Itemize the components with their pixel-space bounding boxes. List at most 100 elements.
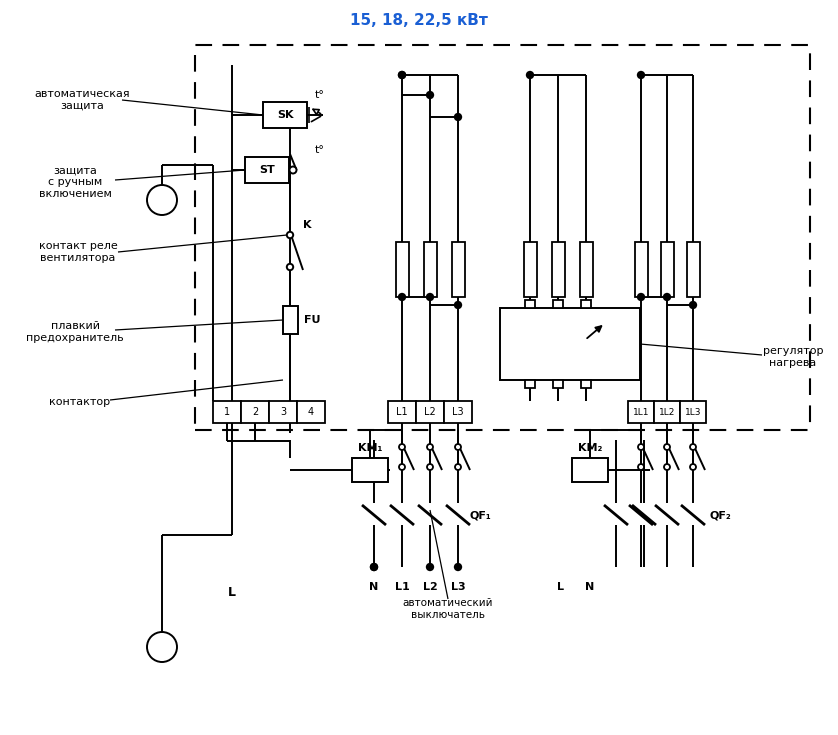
Text: 4: 4 — [308, 407, 314, 417]
Circle shape — [638, 464, 644, 470]
Bar — [213, 401, 241, 423]
Circle shape — [664, 444, 670, 450]
Circle shape — [664, 464, 670, 470]
Text: 3: 3 — [280, 407, 286, 417]
Text: автоматическая
защита: автоматическая защита — [34, 89, 130, 111]
Text: L3: L3 — [453, 407, 463, 417]
Text: автоматический
выключатель: автоматический выключатель — [403, 598, 494, 620]
Bar — [241, 401, 269, 423]
Circle shape — [638, 444, 644, 450]
Circle shape — [527, 72, 533, 78]
Bar — [551, 242, 565, 297]
Circle shape — [427, 92, 433, 98]
Circle shape — [664, 294, 670, 300]
Bar — [263, 102, 307, 128]
Bar — [297, 401, 325, 423]
Text: 1L2: 1L2 — [659, 407, 675, 417]
Circle shape — [147, 185, 177, 215]
Bar — [680, 401, 706, 423]
Circle shape — [427, 564, 433, 570]
Circle shape — [399, 444, 405, 450]
Bar — [524, 242, 536, 297]
Circle shape — [370, 564, 377, 570]
Bar — [282, 306, 297, 334]
Circle shape — [370, 564, 377, 570]
Text: защита
с ручным
включением: защита с ручным включением — [39, 165, 111, 198]
Text: FU: FU — [303, 315, 320, 325]
Text: 1L1: 1L1 — [633, 407, 649, 417]
Bar — [396, 242, 408, 297]
Bar — [628, 401, 654, 423]
Bar — [269, 401, 297, 423]
Circle shape — [690, 444, 696, 450]
Circle shape — [690, 302, 696, 308]
Bar — [525, 300, 535, 308]
Bar — [195, 45, 810, 430]
Text: SK: SK — [277, 110, 293, 120]
Text: L: L — [556, 582, 563, 592]
Circle shape — [427, 294, 433, 300]
Bar — [352, 458, 388, 482]
Bar — [553, 380, 563, 388]
Bar — [388, 401, 416, 423]
Text: плавкий
предохранитель: плавкий предохранитель — [26, 321, 124, 343]
Text: L1: L1 — [396, 407, 408, 417]
Text: t°: t° — [315, 90, 325, 100]
Bar — [245, 157, 289, 183]
Text: QF₂: QF₂ — [709, 510, 731, 520]
Bar — [686, 242, 700, 297]
Bar — [581, 380, 591, 388]
Bar — [581, 300, 591, 308]
Text: L2: L2 — [424, 407, 436, 417]
Text: N: N — [370, 582, 379, 592]
Bar — [423, 242, 437, 297]
Bar — [572, 458, 608, 482]
Bar — [580, 242, 592, 297]
Circle shape — [147, 632, 177, 662]
Text: KM₂: KM₂ — [578, 443, 603, 453]
Circle shape — [638, 72, 644, 78]
Circle shape — [427, 464, 433, 470]
Circle shape — [455, 464, 461, 470]
Circle shape — [427, 444, 433, 450]
Text: регулятор
нагрева: регулятор нагрева — [763, 346, 823, 368]
Bar — [452, 242, 464, 297]
Text: KM₁: KM₁ — [358, 443, 382, 453]
Bar — [416, 401, 444, 423]
Text: ST: ST — [259, 165, 275, 175]
Text: контакт реле
вентилятора: контакт реле вентилятора — [39, 241, 117, 263]
Text: t°: t° — [315, 145, 325, 155]
Text: L: L — [228, 586, 236, 598]
Circle shape — [399, 294, 406, 300]
Circle shape — [638, 294, 644, 300]
Bar — [553, 300, 563, 308]
Text: 15, 18, 22,5 кВт: 15, 18, 22,5 кВт — [350, 12, 488, 27]
Bar — [525, 380, 535, 388]
Text: K: K — [303, 220, 311, 230]
Text: 1: 1 — [224, 407, 230, 417]
Bar — [444, 401, 472, 423]
Circle shape — [399, 72, 406, 78]
Text: L3: L3 — [451, 582, 465, 592]
Text: L2: L2 — [422, 582, 437, 592]
Circle shape — [455, 114, 461, 121]
Circle shape — [455, 302, 461, 308]
Circle shape — [399, 464, 405, 470]
Text: QF₁: QF₁ — [469, 510, 491, 520]
Text: L1: L1 — [395, 582, 410, 592]
Text: 2: 2 — [252, 407, 258, 417]
Text: N: N — [586, 582, 595, 592]
Bar — [654, 401, 680, 423]
Text: 1L3: 1L3 — [685, 407, 701, 417]
Circle shape — [690, 464, 696, 470]
Bar — [634, 242, 648, 297]
Circle shape — [455, 564, 461, 570]
Circle shape — [289, 167, 297, 173]
Circle shape — [455, 444, 461, 450]
Text: контактор: контактор — [49, 397, 111, 407]
Bar — [660, 242, 674, 297]
Circle shape — [287, 264, 293, 270]
Bar — [500, 308, 640, 380]
Circle shape — [287, 232, 293, 238]
Circle shape — [399, 72, 406, 78]
